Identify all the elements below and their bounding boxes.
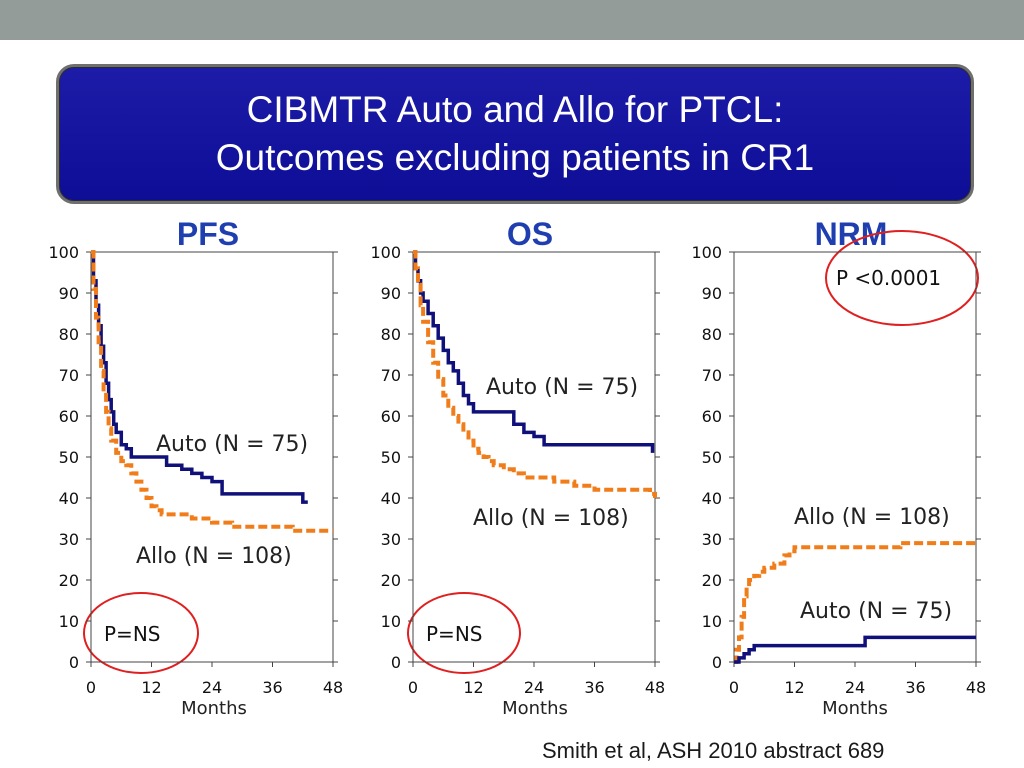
nrm-y-tick-label: 90 — [702, 284, 722, 303]
nrm-x-tick-label: 36 — [905, 678, 925, 697]
pfs-allo-curve — [91, 250, 333, 533]
citation: Smith et al, ASH 2010 abstract 689 — [542, 738, 885, 763]
nrm-y-tick-label: 10 — [702, 612, 722, 631]
nrm-x-tick-label: 48 — [966, 678, 986, 697]
pfs-x-tick-label: 24 — [202, 678, 222, 697]
os-y-tick-label: 0 — [391, 653, 401, 672]
pfs-y-tick-label: 30 — [59, 530, 79, 549]
os-y-tick-label: 50 — [381, 448, 401, 467]
panel-title-os: OS — [507, 216, 553, 252]
os-y-tick-label: 100 — [370, 243, 401, 262]
os-y-tick-label: 70 — [381, 366, 401, 385]
nrm-x-tick-label: 24 — [845, 678, 865, 697]
pfs-y-tick-label: 90 — [59, 284, 79, 303]
pfs-y-tick-label: 20 — [59, 571, 79, 590]
os-y-tick-label: 10 — [381, 612, 401, 631]
os-y-tick-label: 80 — [381, 325, 401, 344]
pfs-y-tick-label: 70 — [59, 366, 79, 385]
os-y-tick-label: 90 — [381, 284, 401, 303]
os-y-tick-label: 40 — [381, 489, 401, 508]
pfs-y-tick-label: 100 — [48, 243, 79, 262]
os-x-tick-label: 12 — [463, 678, 483, 697]
pfs-x-tick-label: 0 — [86, 678, 96, 697]
pfs-x-tick-label: 12 — [141, 678, 161, 697]
nrm-y-tick-label: 60 — [702, 407, 722, 426]
x-axis-label-pfs: Months — [181, 698, 247, 719]
nrm-y-tick-label: 20 — [702, 571, 722, 590]
pfs-y-tick-label: 0 — [69, 653, 79, 672]
pfs-y-tick-label: 10 — [59, 612, 79, 631]
pfs-plot-frame — [90, 251, 334, 663]
nrm-allo-curve — [734, 541, 976, 664]
pfs-y-tick-label: 80 — [59, 325, 79, 344]
os-allo-label: Allo (N = 108) — [473, 506, 629, 531]
pfs-y-tick-label: 40 — [59, 489, 79, 508]
os-y-tick-label: 60 — [381, 407, 401, 426]
os-plot-frame — [412, 251, 656, 663]
os-x-tick-label: 36 — [584, 678, 604, 697]
slide-title-line1: CIBMTR Auto and Allo for PTCL: — [246, 89, 784, 130]
nrm-y-tick-label: 30 — [702, 530, 722, 549]
os-x-tick-label: 24 — [524, 678, 544, 697]
nrm-x-tick-label: 12 — [784, 678, 804, 697]
pfs-y-tick-label: 50 — [59, 448, 79, 467]
pfs-y-tick-label: 60 — [59, 407, 79, 426]
os-y-tick-label: 20 — [381, 571, 401, 590]
os-pvalue-circle — [407, 592, 521, 674]
nrm-y-tick-label: 70 — [702, 366, 722, 385]
pfs-allo-label: Allo (N = 108) — [136, 544, 292, 569]
pfs-pvalue-circle — [83, 592, 199, 674]
nrm-y-tick-label: 0 — [712, 653, 722, 672]
nrm-auto-label: Auto (N = 75) — [800, 599, 952, 624]
os-auto-curve — [413, 250, 655, 453]
nrm-auto-curve — [734, 635, 976, 664]
top-band — [0, 0, 1024, 40]
pfs-auto-label: Auto (N = 75) — [156, 432, 308, 457]
x-axis-label-nrm: Months — [822, 698, 888, 719]
os-pvalue: P=NS — [426, 622, 482, 646]
panel-title-pfs: PFS — [177, 216, 239, 252]
os-auto-label: Auto (N = 75) — [486, 375, 638, 400]
pfs-x-tick-label: 48 — [323, 678, 343, 697]
nrm-y-tick-label: 100 — [691, 243, 722, 262]
x-axis-label-os: Months — [502, 698, 568, 719]
nrm-pvalue-circle — [825, 230, 979, 326]
nrm-x-tick-label: 0 — [729, 678, 739, 697]
pfs-x-tick-label: 36 — [262, 678, 282, 697]
os-allo-curve — [413, 250, 657, 498]
nrm-y-tick-label: 50 — [702, 448, 722, 467]
nrm-pvalue: P <0.0001 — [836, 266, 941, 290]
os-x-tick-label: 0 — [408, 678, 418, 697]
nrm-y-tick-label: 80 — [702, 325, 722, 344]
pfs-pvalue: P=NS — [104, 622, 160, 646]
slide-title-box: CIBMTR Auto and Allo for PTCL: Outcomes … — [56, 64, 974, 204]
nrm-allo-label: Allo (N = 108) — [794, 505, 950, 530]
os-x-tick-label: 48 — [645, 678, 665, 697]
nrm-y-tick-label: 40 — [702, 489, 722, 508]
os-y-tick-label: 30 — [381, 530, 401, 549]
pfs-auto-curve — [91, 250, 308, 504]
slide-title-line2: Outcomes excluding patients in CR1 — [215, 137, 815, 178]
